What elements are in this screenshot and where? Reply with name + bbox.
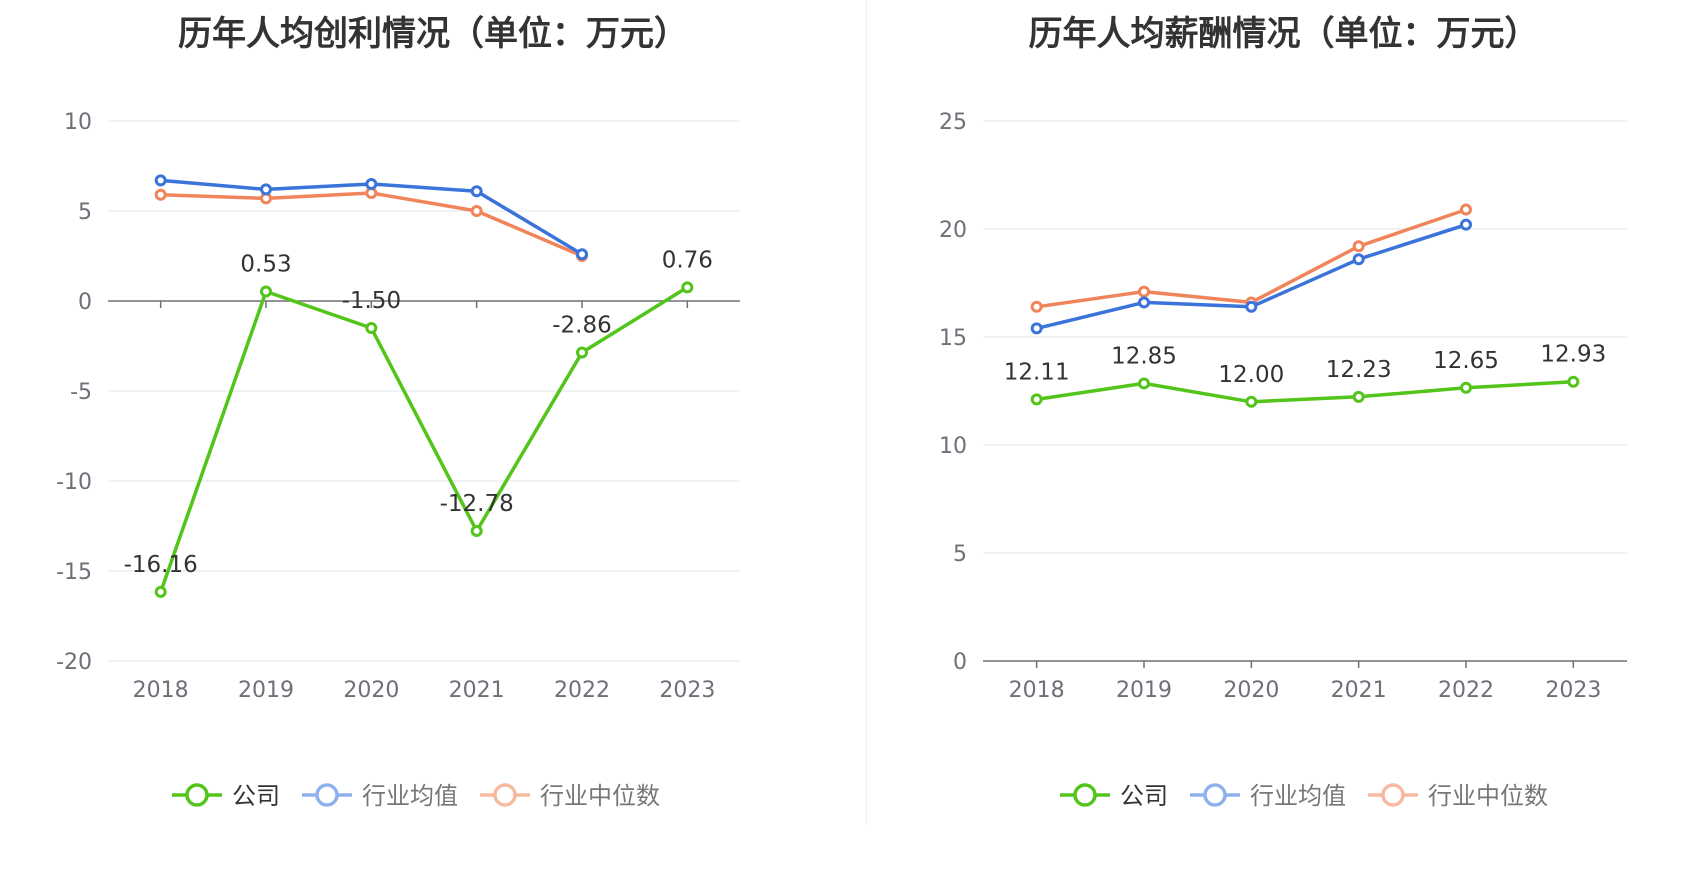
y-tick-label: 10	[64, 110, 92, 135]
legend-marker	[185, 783, 209, 807]
data-label: 12.85	[1111, 343, 1177, 369]
data-point	[576, 248, 588, 261]
data-point	[365, 178, 378, 190]
data-point	[1245, 395, 1258, 408]
series-line-0	[159, 285, 689, 593]
series-line-1	[1036, 223, 1467, 331]
data-point	[576, 346, 588, 359]
data-label: 12.93	[1540, 342, 1606, 368]
data-point	[365, 322, 378, 334]
chart-title-right: 历年人均薪酬情况（单位：万元）	[1028, 14, 1539, 54]
legend-label: 行业均值	[362, 782, 458, 810]
y-tick-label: 0	[953, 650, 967, 675]
x-tick-label: 2021	[1331, 678, 1387, 703]
data-label: 12.65	[1433, 348, 1499, 374]
legend-label: 公司	[232, 782, 280, 810]
data-point	[1138, 296, 1150, 309]
data-label: -16.16	[124, 552, 198, 578]
y-tick-label: 10	[939, 434, 967, 459]
legend-marker	[1073, 783, 1097, 807]
legend-label: 行业中位数	[540, 782, 660, 810]
legend-marker	[1203, 783, 1227, 807]
y-tick-label: 5	[78, 200, 92, 225]
data-point	[1567, 375, 1580, 388]
legend-marker	[315, 783, 339, 807]
series-line-0	[1036, 379, 1574, 404]
data-point	[470, 185, 483, 198]
x-tick-label: 2019	[1116, 678, 1172, 703]
data-point	[1030, 393, 1043, 406]
x-tick-label: 2020	[343, 678, 399, 703]
data-point	[260, 285, 272, 298]
data-label: 0.53	[240, 251, 291, 277]
data-point	[470, 205, 483, 217]
x-tick-label: 2023	[659, 678, 715, 703]
data-point	[1460, 218, 1472, 231]
data-point	[154, 585, 167, 598]
x-tick-label: 2020	[1223, 678, 1279, 703]
y-tick-label: 15	[939, 326, 967, 351]
legend-marker	[1381, 783, 1405, 807]
data-label: 12.23	[1326, 357, 1392, 383]
data-point	[1460, 203, 1472, 216]
y-tick-label: 5	[953, 542, 967, 567]
data-point	[470, 525, 483, 538]
x-tick-label: 2019	[238, 678, 294, 703]
legend-label: 行业中位数	[1428, 782, 1548, 810]
series-line-2	[1036, 207, 1467, 309]
data-label: 12.11	[1004, 359, 1070, 385]
data-point	[1138, 377, 1150, 390]
data-point	[154, 174, 167, 187]
y-tick-label: -20	[56, 650, 92, 675]
x-tick-label: 2022	[1438, 678, 1494, 703]
data-label: -2.86	[552, 312, 612, 338]
series-line-2	[160, 191, 583, 258]
chart-divider	[866, 0, 867, 825]
data-point	[1352, 390, 1365, 403]
data-point	[1030, 300, 1043, 313]
data-label: 12.00	[1218, 362, 1284, 388]
data-point	[154, 188, 167, 201]
data-point	[681, 281, 694, 294]
data-point	[1030, 322, 1043, 335]
legend-label: 公司	[1120, 782, 1168, 810]
y-tick-label: -15	[56, 560, 92, 585]
legend-marker	[493, 783, 517, 807]
y-tick-label: 25	[939, 110, 967, 135]
data-label: -12.78	[440, 491, 514, 517]
data-point	[1352, 253, 1365, 266]
y-tick-label: 20	[939, 218, 967, 243]
data-point	[1245, 300, 1258, 313]
x-tick-label: 2021	[449, 678, 505, 703]
y-tick-label: -5	[70, 380, 92, 405]
data-label: 0.76	[662, 247, 713, 273]
data-point	[1460, 381, 1472, 394]
x-tick-label: 2018	[133, 678, 189, 703]
x-tick-label: 2023	[1545, 678, 1601, 703]
legend-label: 行业均值	[1250, 782, 1346, 810]
y-tick-label: -10	[56, 470, 92, 495]
x-tick-label: 2018	[1009, 678, 1065, 703]
y-tick-label: 0	[78, 290, 92, 315]
data-point	[260, 183, 272, 196]
x-tick-label: 2022	[554, 678, 610, 703]
data-point	[1352, 240, 1365, 253]
data-label: -1.50	[342, 288, 402, 314]
data-point	[1138, 285, 1150, 298]
chart-title-left: 历年人均创利情况（单位：万元）	[178, 14, 688, 54]
